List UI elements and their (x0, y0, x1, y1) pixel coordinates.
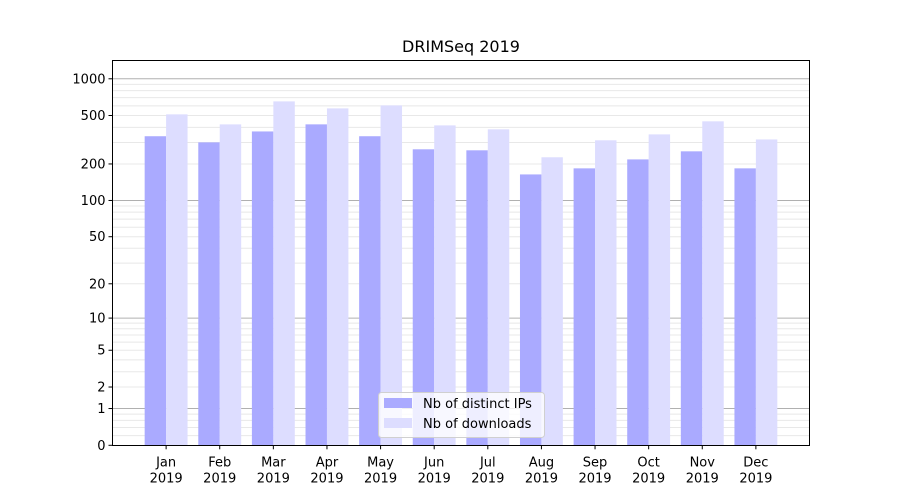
x-tick-label: Sep 2019 (578, 455, 611, 486)
bar-downloads (273, 101, 295, 446)
y-tick-label: 5 (97, 344, 105, 359)
x-tick-label: Apr 2019 (310, 455, 343, 486)
bar-distinct-ips (359, 136, 381, 446)
x-tick-label: Mar 2019 (257, 455, 290, 486)
bar-distinct-ips (680, 151, 703, 446)
bar-downloads (755, 139, 778, 446)
bar-downloads (380, 105, 403, 446)
y-tick-label: 200 (81, 157, 106, 172)
bar-downloads (541, 157, 563, 446)
bar-downloads (702, 121, 724, 446)
bar-distinct-ips (144, 136, 167, 446)
bars (144, 101, 778, 446)
x-tick-label: Jun 2019 (418, 455, 451, 486)
y-tick-label: 2 (97, 381, 105, 396)
x-tick-label: Nov 2019 (686, 455, 719, 486)
x-tick-label: Aug 2019 (525, 455, 558, 486)
legend-swatch (384, 418, 412, 428)
y-tick-label: 1000 (72, 72, 105, 87)
y-axis: 0 1 2 5 10 20 50 100 200 500 1000 (72, 72, 113, 454)
y-tick-label: 500 (81, 109, 106, 124)
legend-label: Nb of distinct IPs (423, 397, 532, 412)
bar-downloads (166, 114, 188, 446)
y-tick-label: 20 (89, 277, 106, 292)
x-tick-label: Oct 2019 (632, 455, 665, 486)
bar-downloads (219, 124, 242, 446)
bar-downloads (648, 134, 671, 446)
y-tick-label: 0 (97, 439, 105, 454)
bar-distinct-ips (627, 159, 649, 446)
bar-distinct-ips (573, 168, 596, 446)
bar-downloads (434, 125, 456, 446)
bar-distinct-ips (466, 150, 488, 446)
bar-distinct-ips (519, 174, 542, 446)
legend-box (378, 392, 545, 438)
legend-swatch (384, 398, 412, 408)
bar-distinct-ips (734, 168, 756, 446)
bar-distinct-ips (198, 142, 220, 446)
y-tick-label: 10 (89, 312, 106, 327)
x-tick-label: Feb 2019 (203, 455, 236, 486)
y-tick-label: 50 (89, 230, 106, 245)
bar-distinct-ips (251, 131, 274, 446)
x-tick-label: Dec 2019 (739, 455, 772, 486)
legend-label: Nb of downloads (423, 417, 532, 432)
x-tick-label: Jan 2019 (150, 455, 183, 486)
bar-distinct-ips (305, 124, 327, 446)
bar-downloads (487, 129, 510, 446)
y-tick-label: 100 (81, 194, 106, 209)
bar-distinct-ips (412, 149, 435, 446)
plot-frame (112, 60, 810, 446)
chart-title: DRIMSeq 2019 (402, 37, 520, 56)
bar-downloads (326, 108, 349, 446)
x-axis: Jan 2019 Feb 2019 Mar 2019 Apr 2019 May 2019 Jun 20… (150, 445, 772, 486)
x-tick-label: Jul 2019 (471, 455, 504, 486)
bar-downloads (595, 140, 617, 446)
x-tick-label: May 2019 (364, 455, 397, 486)
y-tick-label: 1 (97, 402, 105, 417)
legend: Nb of distinct IPs Nb of downloads (378, 392, 545, 438)
